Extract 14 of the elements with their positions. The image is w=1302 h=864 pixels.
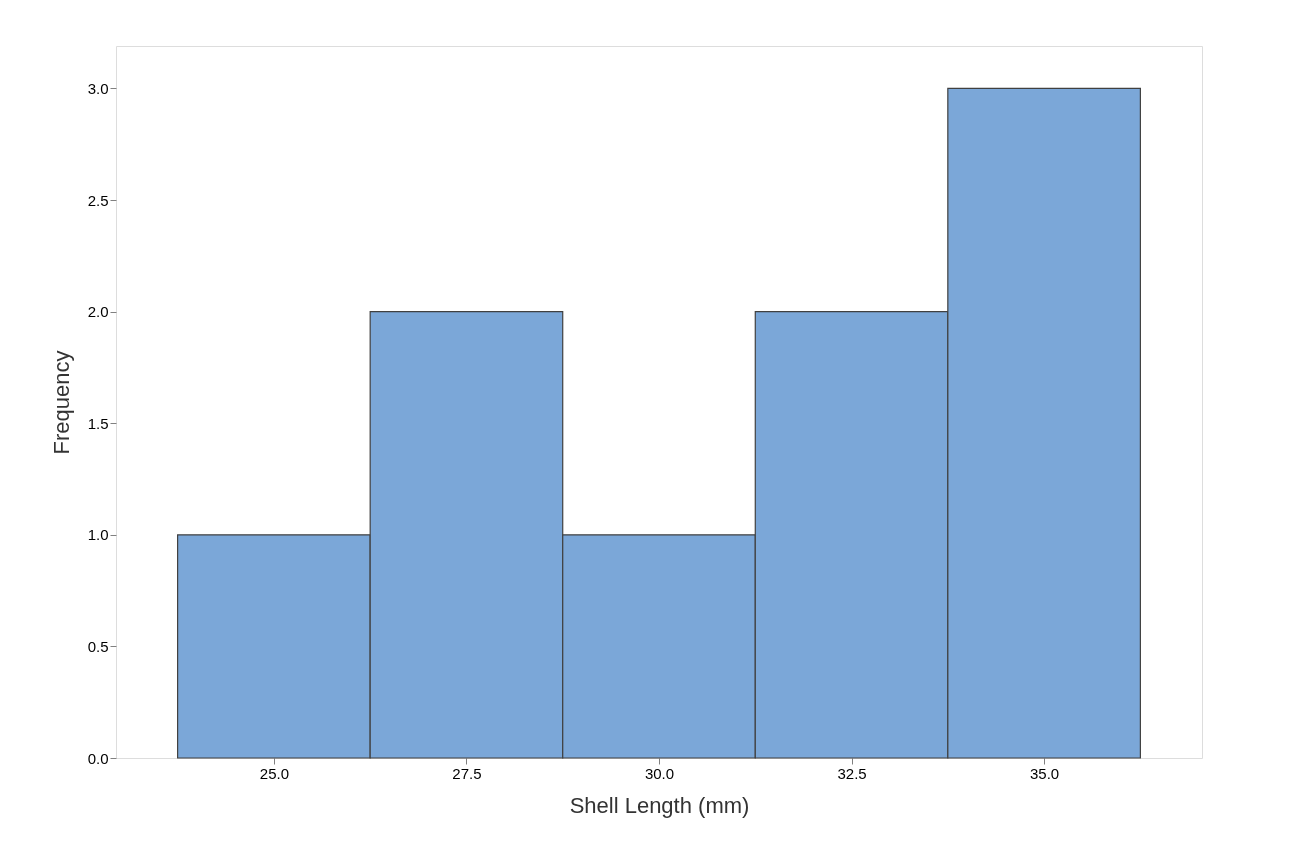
x-tick-label: 35.0 — [1030, 764, 1060, 782]
y-tick-label: 1.0 — [87, 526, 109, 544]
y-tick-label: 2.0 — [87, 303, 109, 321]
y-tick-label: 2.5 — [87, 191, 109, 209]
x-axis-title: Shell Length (mm) — [569, 792, 750, 818]
x-tick-label: 32.5 — [837, 764, 867, 782]
x-tick-label: 27.5 — [452, 764, 482, 782]
y-tick-label: 1.5 — [87, 414, 109, 432]
y-tick-label: 0.0 — [87, 749, 109, 767]
x-tick-label: 30.0 — [644, 764, 675, 782]
y-axis-title: Frequency — [48, 350, 74, 455]
y-tick-label: 0.5 — [87, 637, 109, 655]
y-tick-label: 3.0 — [87, 79, 109, 97]
x-tick-label: 25.0 — [259, 764, 289, 782]
